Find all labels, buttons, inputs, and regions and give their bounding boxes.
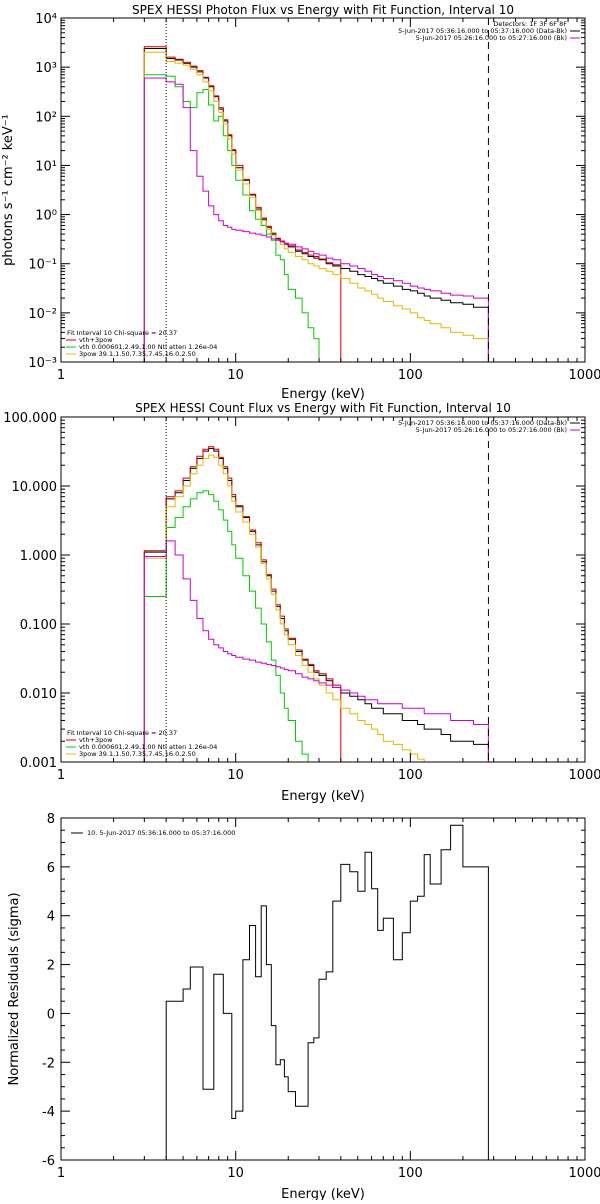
plot-frame [60,817,586,1161]
legend-bottom-left-entry: 3pow 39.1,1.50,7.35,7.45,16.0,2.50 [79,750,196,758]
plot-frame [60,17,586,363]
y-tick-label: 8 [47,812,55,827]
y-tick-label: 6 [47,861,55,876]
y-tick-label: 2 [47,959,55,974]
plot-frame [60,416,586,763]
y-tick-label: 10.000 [12,480,58,495]
series-line-10- [165,824,489,1160]
y-axis-label: photons s⁻¹ cm⁻² keV⁻¹ [1,114,16,266]
legend-top-right-entry: Detectors: 1F 3F 6F 8F [493,20,567,28]
x-tick-label: 10 [227,368,244,383]
legend-top-right-entry: 5-Jun-2017 05:26:16.000 to 05:27:16.000 … [416,34,567,42]
y-tick-label: -6 [42,1154,55,1169]
x-tick-label: 10 [227,1166,244,1181]
y-axis-label: Normalized Residuals (sigma) [7,892,22,1085]
chart-panel-3: 1 10 100 1000 -6 -4 -2 0 2 4 6 8 Energy (keV) Normali… [7,812,600,1202]
legend-bottom-left-entry: vth 0.000601,2.49,1.00 Ntl atten 1.26e-0… [79,743,217,751]
y-tick-label: 10¹ [35,159,57,174]
x-axis-label: Energy (keV) [281,1187,365,1200]
y-tick-label: 0.001 [20,756,57,771]
series-line-vth [143,490,319,762]
series-line-vth-3pow [143,446,342,762]
legend-top-right-entry: 5-Jun-2017 05:26:16.000 to 05:27:16.000 … [416,426,567,434]
legend-bottom-left-entry: Fit Interval 10 Chi-square = 20.37 [67,729,177,737]
legend-bottom-left-entry: 3pow 39.1,1.50,7.35,7.45,16.0,2.50 [79,350,196,358]
y-tick-label: 10³ [35,61,57,76]
legend-top-left-entry: 10. 5-Jun-2017 05:36:16.000 to 05:37:16.… [87,829,235,837]
series-group [143,446,489,762]
y-tick-label: 10⁻³ [28,356,57,371]
series-line-data-bk [143,48,489,362]
y-tick-label: 0 [47,1007,55,1022]
chart-panel-1: SPEX HESSI Photon Flux vs Energy with Fi… [1,3,600,402]
x-tick-label: 100 [398,368,423,383]
x-axis-label: Energy (keV) [281,387,365,402]
series-line-bk [143,77,489,362]
legend-bottom-left-entry: Fit Interval 10 Chi-square = 20.37 [67,329,177,337]
chart-title: SPEX HESSI Count Flux vs Energy with Fit… [135,401,511,415]
y-tick-label: 0.100 [20,618,57,633]
y-tick-label: 10⁻² [28,307,57,322]
series-line-vth [143,74,327,362]
legend-bottom-left-entry: vth+3pow [79,336,113,344]
x-tick-label: 1000 [568,1166,600,1181]
x-tick-label: 10 [227,768,244,783]
legend-top-right-entry: 5-Jun-2017 05:36:16.000 to 05:37:16.000 … [398,419,567,427]
chart-panel-2: SPEX HESSI Count Flux vs Energy with Fit… [3,401,600,804]
series-group [143,46,489,362]
y-tick-label: 10⁻¹ [28,258,57,273]
series-line-vth-3pow [143,46,342,362]
y-tick-label: -2 [42,1056,55,1071]
y-tick-label: 0.010 [20,687,57,702]
series-line-3pow [143,454,442,762]
y-tick-label: 10² [35,110,57,125]
legend-top-right-entry: 5-Jun-2017 05:36:16.000 to 05:37:16.000 … [398,27,567,35]
legend-bottom-left-entry: vth+3pow [79,736,113,744]
y-tick-label: 10⁰ [35,209,57,224]
chart-title: SPEX HESSI Photon Flux vs Energy with Fi… [132,3,514,17]
series-line-bk [143,540,489,762]
x-tick-label: 1 [57,368,65,383]
y-tick-label: 4 [47,910,55,925]
x-tick-label: 100 [398,768,423,783]
x-tick-label: 100 [398,1166,423,1181]
series-line-3pow [143,51,489,362]
legend-bottom-left-entry: vth 0.000601,2.49,1.00 Ntl atten 1.26e-0… [79,343,217,351]
y-tick-label: 100.000 [3,411,57,426]
y-tick-label: -4 [42,1105,55,1120]
x-tick-label: 1000 [568,368,600,383]
x-tick-label: 1 [57,1166,65,1181]
series-line-data-bk [143,448,489,762]
y-tick-label: 10⁴ [35,12,57,27]
y-tick-label: 1.000 [20,549,57,564]
x-axis-label: Energy (keV) [281,789,365,804]
x-tick-label: 1000 [568,768,600,783]
series-group [165,824,489,1160]
x-tick-label: 1 [57,768,65,783]
